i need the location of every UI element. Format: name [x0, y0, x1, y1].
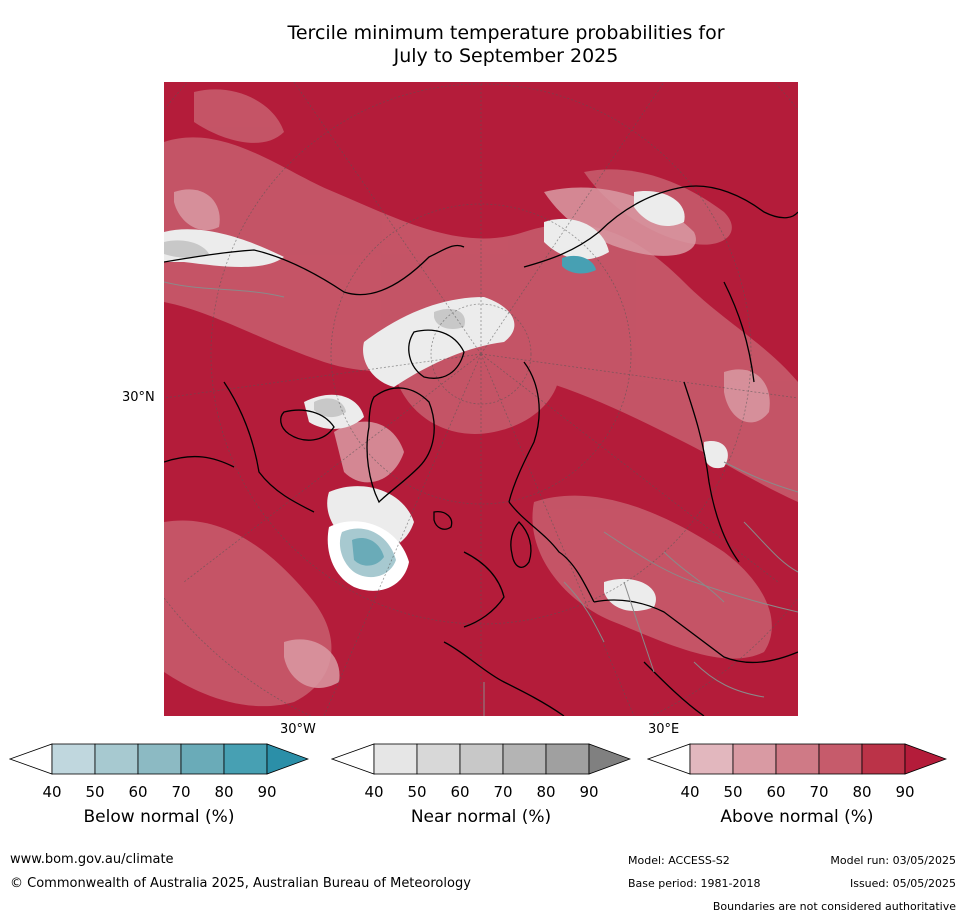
below-tick-90: 90: [257, 783, 277, 801]
colorbar-segment: [180, 743, 225, 775]
near-tick-60: 60: [450, 783, 470, 801]
above-tick-90: 90: [895, 783, 915, 801]
colorbar-high-extension: [266, 743, 310, 775]
near-tick-70: 70: [493, 783, 513, 801]
below-normal-regions: [327, 255, 596, 591]
colorbar-high-extension: [588, 743, 632, 775]
above-normal-colorbar: [646, 742, 948, 776]
colorbar-segment: [502, 743, 547, 775]
model-run-text: Model run: 03/05/2025: [830, 854, 956, 867]
website-link[interactable]: www.bom.gov.au/climate: [10, 852, 174, 867]
above-tick-40: 40: [680, 783, 700, 801]
colorbar-segment: [689, 743, 734, 775]
colorbar-segment: [373, 743, 418, 775]
colorbar-segment: [416, 743, 461, 775]
near-normal-colorbar-title: Near normal (%): [410, 807, 552, 827]
near-tick-80: 80: [536, 783, 556, 801]
below-normal-colorbar: [8, 742, 310, 776]
near-normal-colorbar-svg: [330, 743, 632, 775]
map-title: Tercile minimum temperature probabilitie…: [0, 22, 965, 68]
colorbar-segment: [861, 743, 906, 775]
colorbar-segment: [818, 743, 863, 775]
above-tick-80: 80: [852, 783, 872, 801]
above-normal-colorbar-svg: [646, 743, 948, 775]
below-tick-80: 80: [214, 783, 234, 801]
map-svg: [164, 82, 798, 716]
colorbar-segment: [545, 743, 590, 775]
above-tick-50: 50: [723, 783, 743, 801]
disclaimer-text: Boundaries are not considered authoritat…: [712, 900, 956, 913]
latitude-label-30n: 30°N: [122, 390, 155, 405]
colorbar-high-extension: [904, 743, 948, 775]
longitude-label-30e: 30°E: [648, 722, 680, 737]
colorbar-segment: [223, 743, 268, 775]
near-tick-50: 50: [407, 783, 427, 801]
near-normal-colorbar: [330, 742, 632, 776]
below-normal-colorbar-ticks: 40 50 60 70 80 90: [9, 783, 309, 801]
colorbar-segment: [775, 743, 820, 775]
near-normal-regions: [164, 191, 728, 612]
base-period-text: Base period: 1981-2018: [628, 877, 761, 890]
title-line-2: July to September 2025: [393, 45, 619, 67]
title-line-1: Tercile minimum temperature probabilitie…: [287, 22, 725, 44]
below-tick-70: 70: [171, 783, 191, 801]
country-borders: [164, 281, 798, 716]
colorbar-segment: [732, 743, 777, 775]
below-tick-60: 60: [128, 783, 148, 801]
issued-text: Issued: 05/05/2025: [849, 877, 956, 890]
model-text: Model: ACCESS-S2: [628, 854, 730, 867]
above-normal-colorbar-ticks: 40 50 60 70 80 90: [647, 783, 947, 801]
near-normal-colorbar-ticks: 40 50 60 70 80 90: [331, 783, 631, 801]
colorbar-segment: [459, 743, 504, 775]
colorbar-segment: [51, 743, 96, 775]
colorbar-low-extension: [330, 743, 375, 775]
copyright-text: © Commonwealth of Australia 2025, Austra…: [10, 876, 471, 891]
below-normal-colorbar-svg: [8, 743, 310, 775]
below-tick-50: 50: [85, 783, 105, 801]
near-tick-90: 90: [579, 783, 599, 801]
colorbar-segment: [137, 743, 182, 775]
below-tick-40: 40: [42, 783, 62, 801]
longitude-label-30w: 30°W: [280, 722, 316, 737]
below-normal-colorbar-title: Below normal (%): [83, 807, 235, 827]
near-normal-60-regions: [164, 240, 465, 418]
above-tick-60: 60: [766, 783, 786, 801]
near-tick-40: 40: [364, 783, 384, 801]
above-tick-70: 70: [809, 783, 829, 801]
above-normal-colorbar-title: Above normal (%): [720, 807, 874, 827]
colorbar-low-extension: [646, 743, 691, 775]
colorbar-low-extension: [8, 743, 53, 775]
colorbar-segment: [94, 743, 139, 775]
polar-probability-map: [164, 82, 798, 716]
